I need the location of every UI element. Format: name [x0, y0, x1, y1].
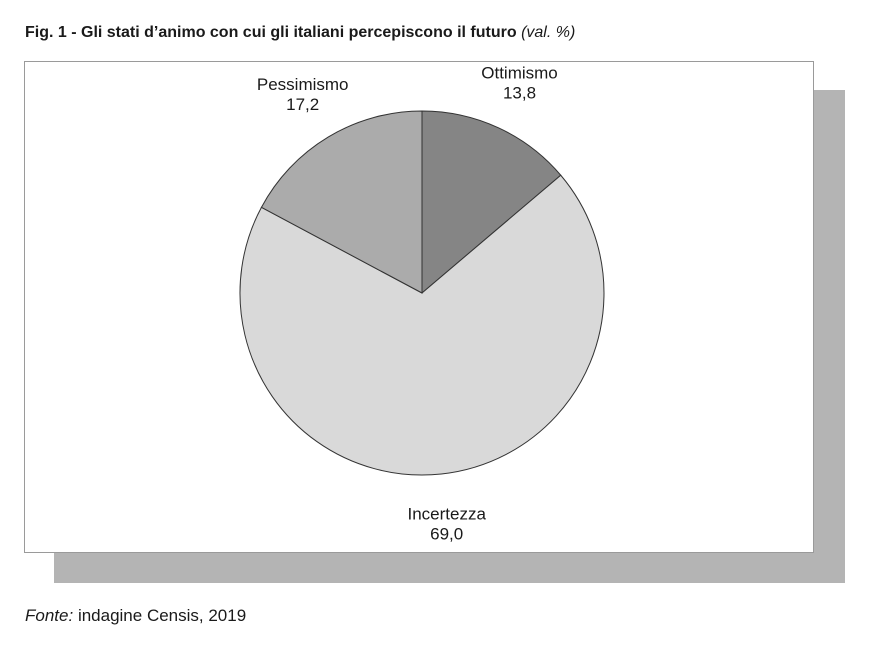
slice-name-pessimismo: Pessimismo	[257, 75, 349, 94]
slice-name-incertezza: Incertezza	[407, 505, 486, 524]
slice-value-ottimismo: 13,8	[503, 84, 536, 103]
source-note: Fonte: indagine Censis, 2019	[25, 606, 246, 626]
source-text: indagine Censis, 2019	[77, 606, 247, 625]
chart-unit: (val. %)	[521, 24, 576, 41]
chart-frame: Ottimismo 13,8 Incertezza 69,0 Pessimismo 17,…	[24, 61, 814, 553]
chart-title: Fig. 1 - Gli stati d’animo con cui gli i…	[25, 24, 575, 42]
source-label: Fonte:	[25, 606, 74, 625]
slice-value-incertezza: 69,0	[430, 525, 463, 544]
chart-title-text: Fig. 1 - Gli stati d’animo con cui gli i…	[25, 24, 517, 41]
pie-slice-pessimismo	[260, 110, 423, 294]
pie-slice-incertezza	[239, 174, 605, 476]
slice-name-ottimismo: Ottimismo	[481, 64, 558, 83]
pie-slice-ottimismo	[421, 110, 562, 295]
slice-value-pessimismo: 17,2	[286, 95, 319, 114]
